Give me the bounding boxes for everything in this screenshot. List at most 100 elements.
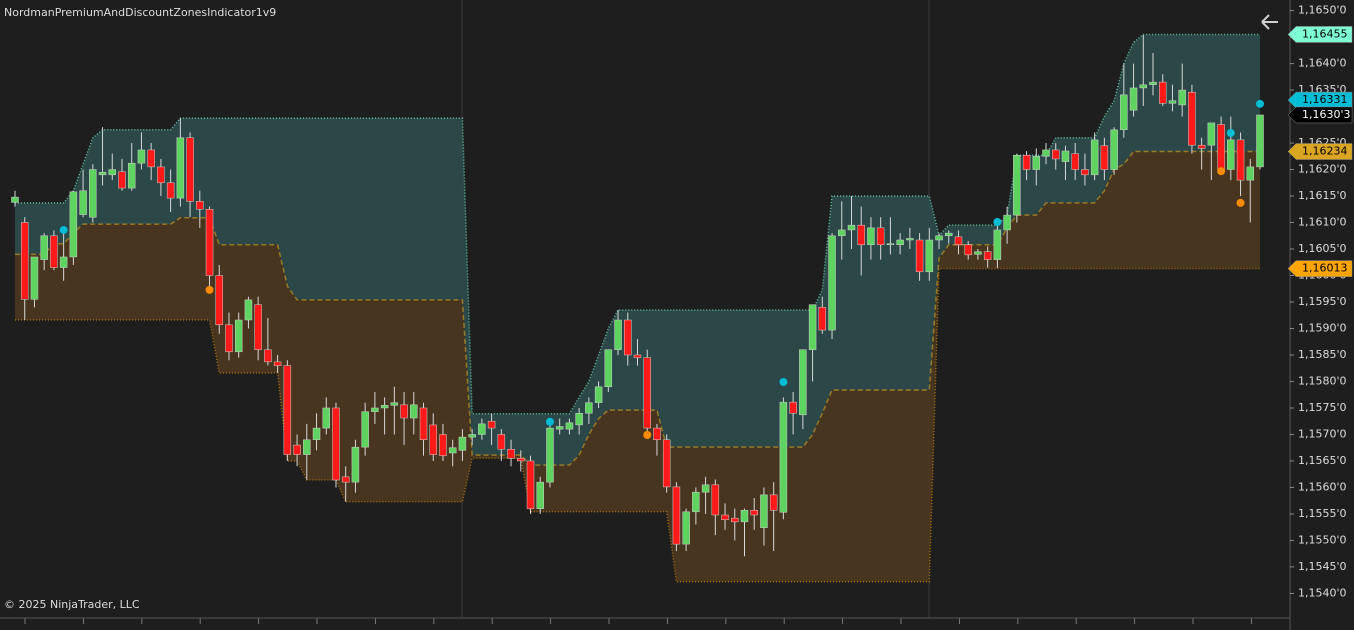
- candle-body: [1051, 149, 1060, 160]
- price-tag-label: 1,16013: [1302, 262, 1348, 275]
- candle-body: [799, 349, 807, 416]
- candle-body: [1149, 81, 1157, 86]
- candle-body: [361, 411, 369, 448]
- candle-body: [293, 444, 301, 455]
- y-tick-label: 1,1550'0: [1298, 533, 1347, 546]
- candle-body: [410, 404, 418, 419]
- candle-body: [1003, 214, 1011, 231]
- candle-body: [264, 349, 272, 363]
- candle-body: [234, 319, 243, 353]
- candle-body: [1188, 91, 1196, 146]
- signal-dot: [1236, 198, 1245, 207]
- candle-body: [20, 222, 29, 300]
- candle-body: [653, 427, 661, 441]
- candle-body: [1246, 166, 1255, 181]
- copyright: © 2025 NinjaTrader, LLC: [4, 598, 140, 611]
- candle-body: [283, 365, 292, 455]
- y-tick-label: 1,1540'0: [1298, 586, 1347, 599]
- candle-body: [50, 235, 58, 268]
- candle-body: [1158, 81, 1167, 104]
- candle-body: [604, 349, 613, 388]
- candle-body: [429, 424, 437, 455]
- candle-body: [896, 239, 904, 246]
- premium-line: [15, 33, 1260, 415]
- candle-body: [1061, 150, 1070, 162]
- candle-body: [59, 256, 68, 268]
- candle-body: [857, 224, 865, 246]
- candle-body: [1110, 129, 1118, 170]
- candle-body: [1090, 139, 1099, 176]
- price-tag: [1287, 260, 1353, 277]
- candle-body: [867, 227, 875, 246]
- candle-body: [69, 191, 78, 258]
- candle-body: [419, 407, 428, 441]
- y-tick-label: 1,1595'0: [1298, 295, 1347, 308]
- candle-body: [371, 407, 379, 412]
- candle-body: [478, 423, 486, 435]
- candle-body: [439, 434, 447, 456]
- y-tick-label: 1,1620'0: [1298, 163, 1347, 176]
- candle-body: [585, 402, 593, 414]
- candle-body: [380, 405, 389, 409]
- signal-dot: [643, 430, 652, 439]
- candle-body: [1129, 87, 1138, 111]
- candle-body: [487, 420, 496, 429]
- price-tag-label: 1,16331: [1302, 93, 1348, 106]
- price-tag: [1287, 91, 1353, 109]
- candle-body: [1168, 100, 1177, 104]
- candle-body: [633, 354, 642, 358]
- candle-body: [818, 307, 827, 331]
- candle-body: [915, 239, 924, 273]
- candle-body: [312, 427, 321, 441]
- candle-body: [565, 422, 574, 430]
- y-tick-label: 1,1580'0: [1298, 374, 1347, 387]
- candle-body: [954, 236, 963, 246]
- candle-body: [196, 201, 204, 210]
- candle-body: [507, 449, 515, 459]
- candle-body: [390, 402, 399, 406]
- candle-body: [176, 137, 185, 199]
- price-tag: [1287, 26, 1353, 43]
- discount-zone: [15, 151, 1260, 582]
- y-tick-label: 1,1610'0: [1298, 216, 1347, 229]
- candle-body: [808, 304, 817, 350]
- premium-zone: [15, 34, 1260, 466]
- y-tick-label: 1,1585'0: [1298, 348, 1347, 361]
- candle-body: [30, 256, 39, 300]
- candle-body: [1178, 89, 1186, 106]
- candle-body: [1207, 122, 1216, 146]
- candle-body: [740, 509, 749, 523]
- candle-body: [945, 232, 953, 237]
- candle-body: [555, 426, 564, 430]
- candle-body: [166, 182, 175, 199]
- candle-body: [1197, 144, 1206, 149]
- candle-body: [682, 511, 690, 545]
- candle-body: [497, 434, 506, 450]
- candle-body: [760, 494, 768, 528]
- candle-body: [701, 484, 710, 493]
- candle-body: [750, 509, 758, 516]
- price-tag-label: 1,16234: [1302, 145, 1348, 158]
- candle-body: [1139, 84, 1148, 89]
- candle-body: [351, 446, 360, 483]
- candle-body: [1042, 149, 1050, 157]
- candle-body: [244, 299, 253, 321]
- candle-body: [303, 439, 311, 455]
- candle-body: [254, 304, 262, 350]
- candle-body: [643, 357, 651, 429]
- back-arrow[interactable]: [1261, 14, 1278, 30]
- candle-body: [458, 436, 467, 451]
- candle-body: [536, 481, 544, 509]
- candle-body: [468, 434, 476, 438]
- equilibrium-line: [15, 150, 1260, 466]
- candle-body: [98, 171, 107, 176]
- candle-body: [40, 235, 48, 260]
- candle-body: [983, 251, 992, 260]
- indicator-title: NordmanPremiumAndDiscountZonesIndicator1…: [4, 6, 276, 19]
- y-tick-label: 1,1570'0: [1298, 427, 1347, 440]
- price-tag-label: 1,16455: [1302, 27, 1348, 40]
- candle-body: [828, 235, 836, 331]
- candle-body: [11, 196, 19, 203]
- candle-body: [1100, 145, 1109, 170]
- candle-body: [925, 239, 934, 273]
